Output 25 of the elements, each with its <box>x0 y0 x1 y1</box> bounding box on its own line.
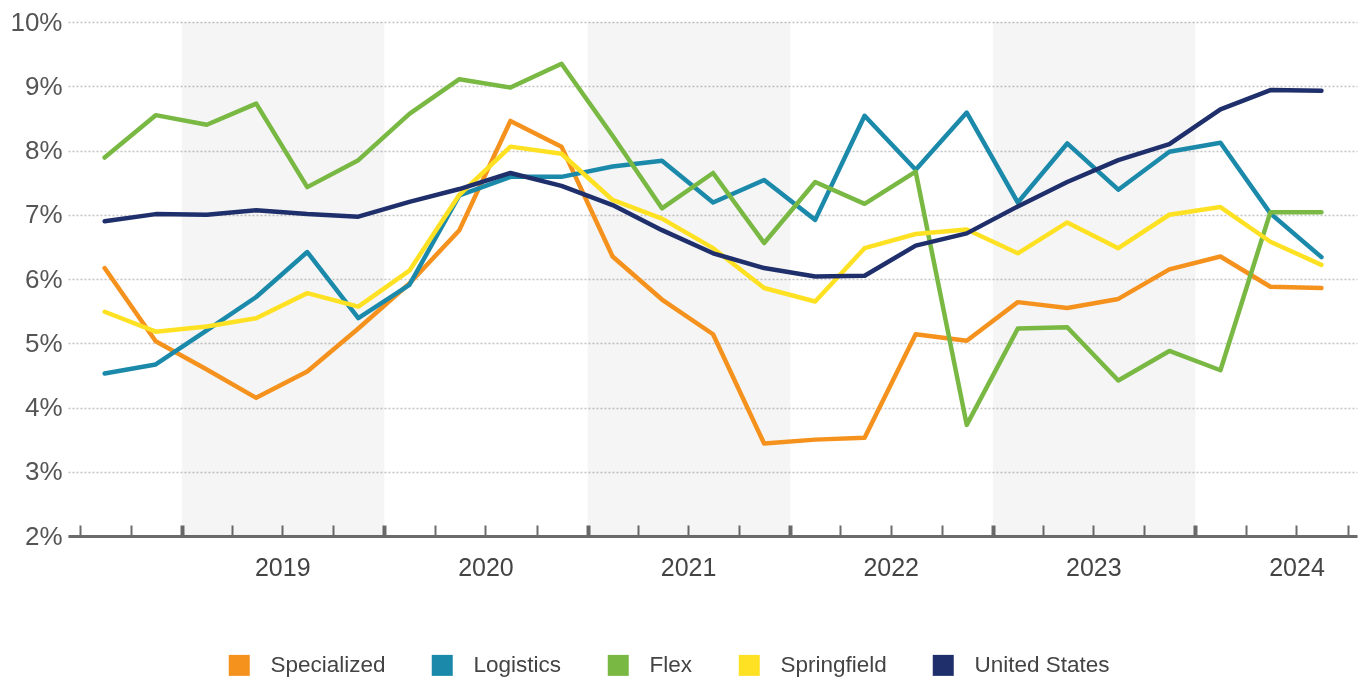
y-tick-label: 7% <box>24 199 63 230</box>
y-tick-label: 4% <box>24 392 63 422</box>
x-tick-label: 2024 <box>1269 552 1325 581</box>
x-tick-label: 2020 <box>458 552 514 581</box>
line-series <box>102 61 1324 428</box>
x-tick-label: 2022 <box>863 552 920 581</box>
y-tick-label: 10% <box>10 6 63 37</box>
legend-label: Specialized <box>270 652 386 678</box>
legend-label: Flex <box>649 652 693 678</box>
x-tick-label: 2023 <box>1066 552 1122 581</box>
line-series <box>102 87 1324 279</box>
y-tick-label: 5% <box>24 327 63 358</box>
y-tick-label: 3% <box>24 456 63 487</box>
line-series <box>102 110 1324 376</box>
y-tick-label: 9% <box>24 70 63 101</box>
y-tick-label: 8% <box>24 135 63 165</box>
x-tick-label: 2019 <box>254 552 311 581</box>
legend-label: Logistics <box>473 652 562 678</box>
line-series <box>102 144 1324 334</box>
y-tick-label: 2% <box>24 520 63 551</box>
legend-label: Springfield <box>780 652 887 678</box>
legend-label: United States <box>974 652 1110 678</box>
line-series <box>102 118 1324 446</box>
x-tick-label: 2021 <box>660 552 717 581</box>
y-tick-label: 6% <box>24 263 63 294</box>
